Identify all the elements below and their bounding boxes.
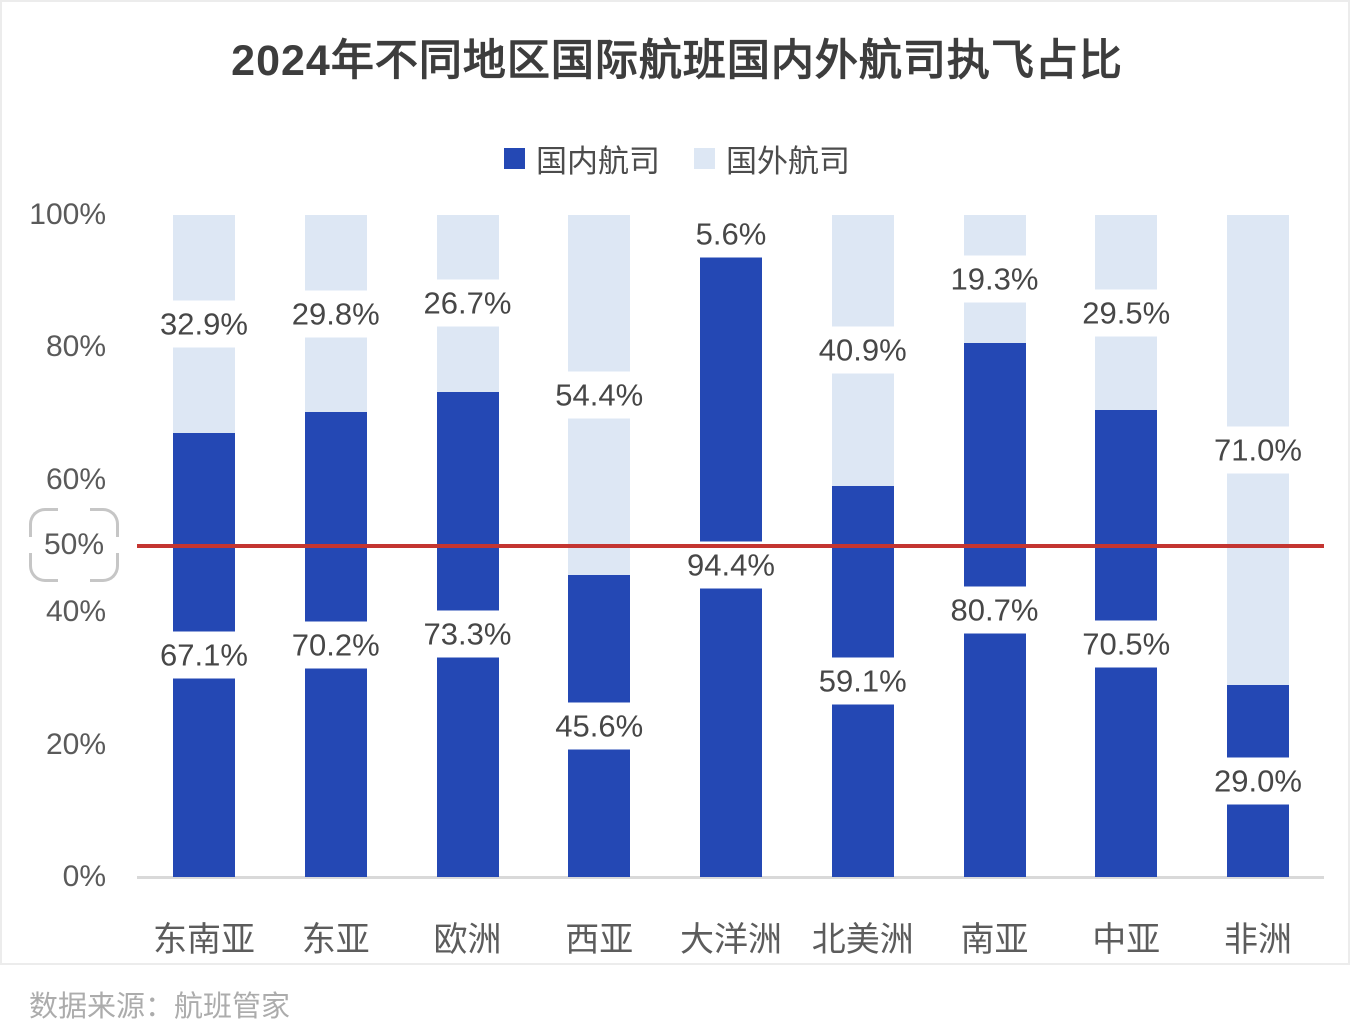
category-label: 东亚: [301, 921, 370, 959]
data-label-domestic: 59.1%: [808, 657, 917, 705]
data-label-domestic: 70.5%: [1072, 620, 1181, 668]
data-label-domestic: 45.6%: [545, 702, 654, 750]
legend: 国内航司 国外航司: [2, 136, 1350, 181]
data-label-domestic: 73.3%: [413, 610, 522, 658]
legend-swatch-domestic-icon: [504, 147, 525, 169]
fifty-percent-tick-highlight: 50%: [29, 508, 119, 582]
legend-item-domestic: 国内航司: [504, 136, 660, 181]
data-label-foreign: 19.3%: [940, 255, 1049, 303]
category-label: 西亚: [565, 921, 634, 959]
bracket-corner-icon: [29, 553, 58, 582]
legend-label-foreign: 国外航司: [726, 143, 850, 179]
category-label: 大洋洲: [680, 921, 782, 959]
data-label-foreign: 5.6%: [685, 210, 777, 258]
y-tick-label: 100%: [29, 198, 106, 231]
y-tick-label: 40%: [45, 595, 106, 629]
category-label: 南亚: [960, 921, 1029, 959]
category-label: 欧洲: [433, 921, 502, 959]
legend-swatch-foreign-icon: [694, 147, 715, 169]
fifty-percent-reference-line: [137, 544, 1324, 548]
data-label-foreign: 54.4%: [545, 371, 654, 419]
data-label-foreign: 29.8%: [281, 290, 390, 338]
chart-card: 2024年不同地区国际航班国内外航司执飞占比 国内航司 国外航司 50% 100…: [0, 0, 1350, 965]
data-label-domestic: 29.0%: [1204, 757, 1312, 805]
source-note: 数据来源：航班管家: [29, 991, 291, 1023]
bracket-corner-icon: [29, 508, 58, 537]
category-label: 东南亚: [153, 921, 255, 959]
data-label-domestic: 70.2%: [281, 621, 390, 669]
x-axis-baseline: [137, 876, 1324, 879]
data-label-foreign: 40.9%: [808, 326, 917, 374]
data-label-foreign: 26.7%: [413, 279, 522, 327]
data-label-domestic: 67.1%: [150, 631, 258, 679]
legend-label-domestic: 国内航司: [536, 143, 660, 179]
category-label: 非洲: [1224, 921, 1292, 959]
category-label: 北美洲: [811, 921, 914, 959]
y-tick-label: 20%: [45, 727, 106, 761]
y-tick-label: 80%: [45, 330, 106, 364]
data-label-foreign: 32.9%: [150, 300, 258, 348]
data-label-foreign: 71.0%: [1204, 426, 1312, 474]
data-label-foreign: 29.5%: [1072, 289, 1181, 337]
bracket-corner-icon: [90, 508, 119, 537]
y-tick-label: 60%: [45, 462, 106, 496]
data-label-domestic: 94.4%: [677, 541, 785, 589]
bracket-corner-icon: [90, 553, 119, 582]
legend-item-foreign: 国外航司: [694, 136, 850, 181]
category-label: 中亚: [1092, 921, 1161, 959]
data-label-domestic: 80.7%: [940, 586, 1049, 634]
chart-title: 2024年不同地区国际航班国内外航司执飞占比: [231, 37, 1123, 85]
y-tick-label: 0%: [62, 860, 106, 893]
